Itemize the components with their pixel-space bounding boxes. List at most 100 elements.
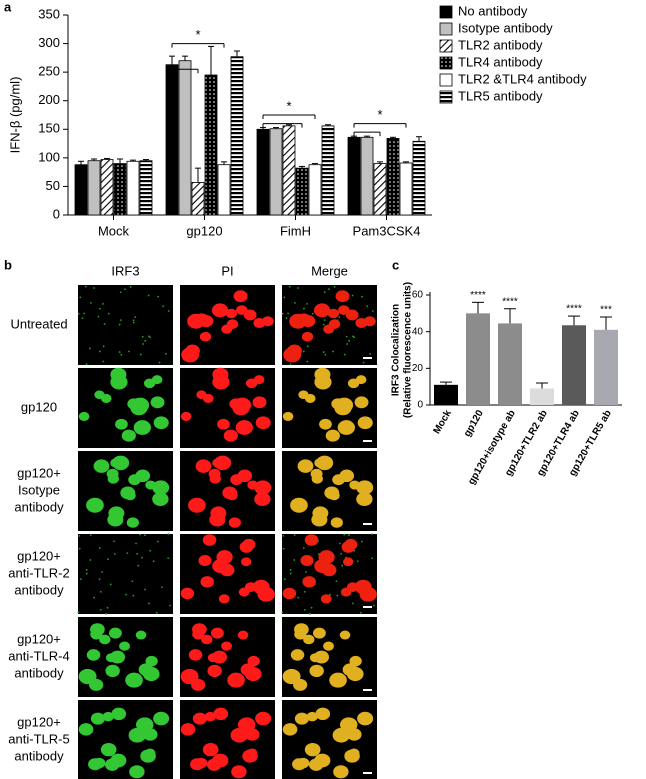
bar <box>269 128 283 216</box>
speckle <box>303 590 306 593</box>
nucleus <box>180 587 195 600</box>
speckle <box>311 312 314 315</box>
nucleus <box>296 313 311 326</box>
y-tick-label: 20 <box>412 363 424 374</box>
speckle <box>147 294 150 297</box>
speckle <box>97 315 100 318</box>
nucleus <box>191 678 206 691</box>
row-label: gp120+ <box>17 465 61 480</box>
nucleus <box>290 497 308 513</box>
speckle <box>335 580 338 583</box>
nucleus <box>192 623 207 636</box>
micrograph <box>180 451 275 531</box>
speckle <box>102 303 104 305</box>
nucleus <box>105 664 120 678</box>
legend-swatch <box>439 39 453 53</box>
speckle <box>79 296 82 299</box>
nucleus <box>225 308 238 319</box>
significance-label: **** <box>502 296 518 307</box>
speckle <box>371 557 374 560</box>
row-label: antibody <box>14 582 64 597</box>
row-label: anti-TLR-2 <box>8 565 69 580</box>
row-label: Isotype <box>18 482 60 497</box>
row-label: gp120 <box>21 399 57 414</box>
micrograph <box>282 451 377 531</box>
nucleus <box>330 517 343 528</box>
speckle <box>348 339 351 342</box>
speckle <box>341 564 344 567</box>
nucleus <box>335 397 354 413</box>
nucleus <box>207 664 222 678</box>
speckle <box>158 361 161 364</box>
nucleus <box>255 416 271 430</box>
nucleus <box>316 455 334 471</box>
nucleus <box>253 375 265 385</box>
speckle <box>85 568 88 571</box>
speckle <box>287 312 289 315</box>
nucleus <box>100 742 117 757</box>
nucleus <box>294 712 309 725</box>
nucleus <box>347 728 362 741</box>
nucleus <box>94 390 105 400</box>
speckle <box>118 323 121 326</box>
significance-label: * <box>195 27 200 42</box>
micrograph <box>78 367 173 448</box>
nucleus <box>153 711 170 726</box>
nucleus <box>312 627 326 639</box>
speckle <box>361 295 364 298</box>
nucleus <box>195 757 208 769</box>
speckle <box>113 540 116 543</box>
speckle <box>336 594 339 597</box>
speckle <box>81 317 84 319</box>
nucleus <box>300 554 314 567</box>
speckle <box>289 572 292 575</box>
micrograph <box>78 700 173 779</box>
speckle <box>98 307 101 310</box>
micrograph <box>282 367 377 448</box>
legend-swatch <box>439 56 453 70</box>
nucleus <box>192 712 207 725</box>
nucleus <box>188 497 206 513</box>
nucleus <box>86 649 101 661</box>
speckle <box>118 351 121 353</box>
speckle <box>101 571 103 573</box>
micrograph <box>77 533 173 615</box>
scale-bar <box>363 689 372 691</box>
bar <box>412 140 426 216</box>
scale-bar <box>363 357 372 359</box>
speckle <box>119 319 122 322</box>
nucleus <box>241 557 252 567</box>
bar <box>594 329 618 405</box>
legend-label: TLR4 antibody <box>458 54 543 69</box>
nucleus <box>93 757 106 769</box>
speckle <box>302 350 305 353</box>
nucleus <box>344 749 360 763</box>
scale-bar <box>363 606 372 608</box>
speckle <box>293 559 296 561</box>
y-tick-label: 100 <box>38 149 60 164</box>
nucleus <box>129 765 145 779</box>
nucleus <box>242 749 258 763</box>
nucleus <box>233 397 252 413</box>
speckle <box>281 611 284 614</box>
panel-label: a <box>4 0 12 14</box>
speckle <box>289 363 292 366</box>
significance-label: **** <box>566 304 582 315</box>
bar <box>230 56 244 216</box>
nucleus <box>151 375 163 385</box>
nucleus <box>90 712 105 725</box>
speckle <box>167 533 170 536</box>
bar <box>434 384 458 405</box>
micrograph <box>78 617 173 697</box>
speckle <box>149 549 152 552</box>
speckle <box>293 534 296 536</box>
speckle <box>139 533 142 536</box>
nucleus <box>252 396 267 409</box>
speckle <box>98 350 101 353</box>
bar <box>295 167 309 216</box>
speckle <box>343 353 346 356</box>
nucleus <box>195 459 212 473</box>
bar <box>282 125 296 216</box>
speckle <box>167 310 170 312</box>
speckle <box>297 596 300 599</box>
